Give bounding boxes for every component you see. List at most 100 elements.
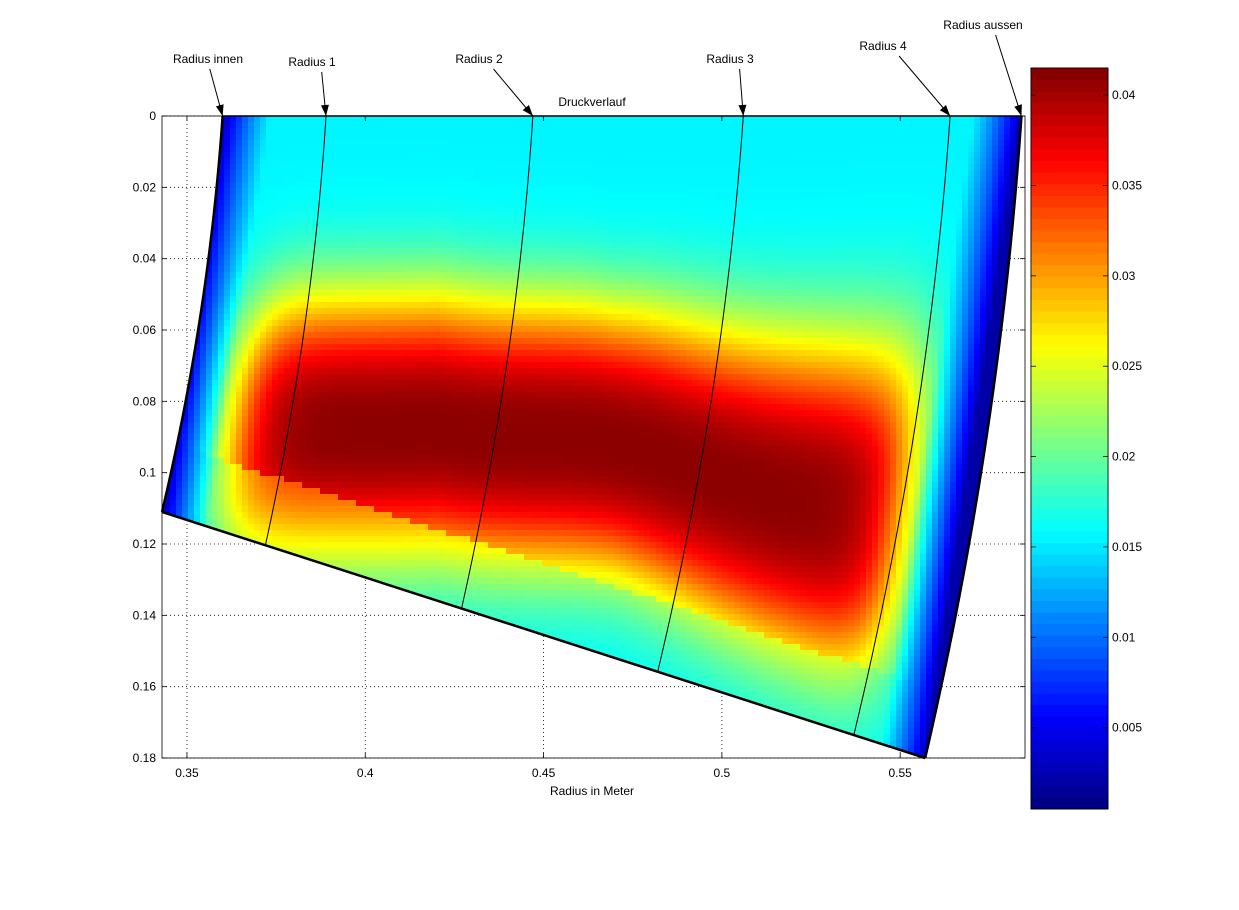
heat-cell [806, 314, 813, 321]
heat-cell [722, 140, 729, 147]
heat-cell [464, 266, 471, 273]
heat-cell [278, 170, 285, 177]
heat-cell [830, 170, 837, 177]
heat-cell [584, 158, 591, 165]
heat-cell [620, 152, 627, 159]
heat-cell [404, 254, 411, 261]
heat-cell [974, 212, 981, 219]
heat-cell [992, 248, 999, 255]
heat-cell [848, 254, 855, 261]
heat-cell [332, 158, 339, 165]
heat-cell [626, 260, 633, 267]
heat-cell [512, 200, 519, 207]
heat-cell [668, 182, 675, 189]
heat-cell [278, 188, 285, 195]
heat-cell [644, 278, 651, 285]
heat-cell [644, 242, 651, 249]
heat-cell [818, 248, 825, 255]
heat-cell [392, 182, 399, 189]
heat-cell [920, 278, 927, 285]
heat-cell [854, 134, 861, 141]
heat-cell [266, 188, 273, 195]
heat-cell [944, 278, 951, 285]
heat-cell [596, 302, 603, 309]
heat-cell [728, 278, 735, 285]
heat-cell [968, 260, 975, 267]
heat-cell [332, 242, 339, 249]
heat-cell [542, 296, 549, 303]
heat-cell [608, 176, 615, 183]
heat-cell [848, 296, 855, 303]
heat-cell [920, 218, 927, 225]
heat-cell [230, 176, 237, 183]
heat-cell [824, 128, 831, 135]
heat-cell [878, 164, 885, 171]
heat-cell [410, 320, 417, 327]
heat-cell [932, 140, 939, 147]
heat-cell [314, 194, 321, 201]
heat-cell [350, 290, 357, 297]
heat-cell [740, 254, 747, 261]
heat-cell [302, 284, 309, 291]
heat-cell [716, 230, 723, 237]
heat-cell [836, 170, 843, 177]
heat-cell [602, 308, 609, 315]
heat-cell [416, 254, 423, 261]
heat-cell [476, 284, 483, 291]
heat-cell [746, 272, 753, 279]
heat-cell [554, 218, 561, 225]
heat-cell [506, 296, 513, 303]
heat-cell [752, 134, 759, 141]
heat-cell [878, 314, 885, 321]
heat-cell [782, 146, 789, 153]
heat-cell [812, 188, 819, 195]
heat-cell [434, 260, 441, 267]
heat-cell [584, 116, 591, 123]
heat-cell [452, 272, 459, 279]
heat-cell [290, 176, 297, 183]
heat-cell [902, 218, 909, 225]
heat-cell [224, 284, 231, 291]
heat-cell [716, 116, 723, 123]
heat-cell [680, 236, 687, 243]
heat-cell [680, 296, 687, 303]
heat-cell [398, 212, 405, 219]
heat-cell [848, 164, 855, 171]
heat-cell [248, 254, 255, 261]
heat-cell [416, 152, 423, 159]
heat-cell [968, 140, 975, 147]
heat-cell [830, 278, 837, 285]
heat-cell [818, 182, 825, 189]
heat-cell [266, 230, 273, 237]
heat-cell [602, 278, 609, 285]
heat-cell [332, 122, 339, 129]
heat-cell [926, 194, 933, 201]
heat-cell [908, 152, 915, 159]
heat-cell [266, 152, 273, 159]
heat-cell [722, 236, 729, 243]
heat-cell [932, 164, 939, 171]
heat-cell [434, 164, 441, 171]
heat-cell [986, 242, 993, 249]
heat-cell [518, 302, 525, 309]
heat-cell [812, 302, 819, 309]
heat-cell [410, 206, 417, 213]
heat-cell [350, 212, 357, 219]
heat-cell [290, 146, 297, 153]
heat-cell [662, 188, 669, 195]
heat-cell [986, 170, 993, 177]
heat-cell [548, 158, 555, 165]
heat-cell [578, 296, 585, 303]
heat-cell [842, 224, 849, 231]
heat-cell [776, 248, 783, 255]
heat-cell [944, 248, 951, 255]
heat-cell [314, 314, 321, 321]
heat-cell [500, 308, 507, 315]
heat-cell [884, 188, 891, 195]
heat-cell [368, 302, 375, 309]
heat-cell [362, 182, 369, 189]
heat-cell [344, 200, 351, 207]
heat-cell [818, 218, 825, 225]
heat-cell [770, 284, 777, 291]
heat-cell [500, 158, 507, 165]
